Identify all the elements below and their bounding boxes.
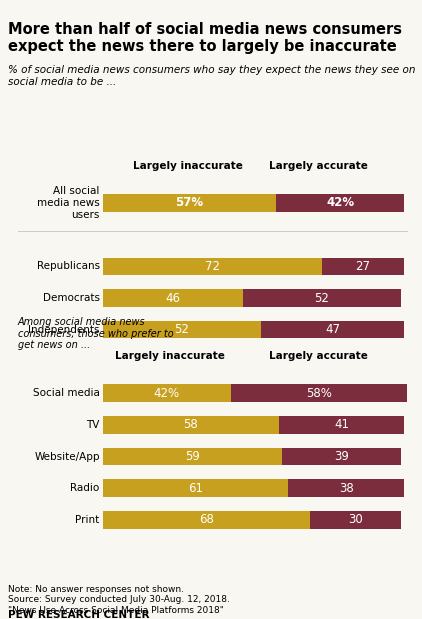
Text: 39: 39 bbox=[334, 450, 349, 463]
Bar bbox=[261, 321, 404, 339]
Text: 58: 58 bbox=[184, 418, 198, 431]
Bar bbox=[276, 194, 404, 212]
Text: 59: 59 bbox=[185, 450, 200, 463]
Bar bbox=[103, 480, 288, 497]
Text: 58%: 58% bbox=[306, 387, 332, 400]
Bar bbox=[103, 511, 310, 529]
Text: 38: 38 bbox=[339, 482, 354, 495]
Bar bbox=[103, 289, 243, 307]
Text: Among social media news
consumers, those who prefer to
get news on ...: Among social media news consumers, those… bbox=[17, 317, 173, 350]
Bar bbox=[103, 448, 282, 465]
Bar bbox=[103, 258, 322, 275]
Text: 27: 27 bbox=[355, 260, 371, 273]
Text: 42%: 42% bbox=[154, 387, 180, 400]
Text: 61: 61 bbox=[188, 482, 203, 495]
Text: 46: 46 bbox=[165, 292, 180, 305]
Text: Largely accurate: Largely accurate bbox=[269, 352, 368, 361]
Text: 52: 52 bbox=[174, 323, 189, 336]
Text: Note: No answer responses not shown.
Source: Survey conducted July 30-Aug. 12, 2: Note: No answer responses not shown. Sou… bbox=[8, 585, 230, 615]
Text: 30: 30 bbox=[348, 513, 362, 526]
Bar bbox=[322, 258, 404, 275]
Text: 72: 72 bbox=[205, 260, 220, 273]
Bar bbox=[282, 448, 401, 465]
Bar bbox=[230, 384, 407, 402]
Text: 42%: 42% bbox=[326, 196, 354, 209]
Text: 57%: 57% bbox=[176, 196, 203, 209]
Text: Largely inaccurate: Largely inaccurate bbox=[115, 352, 225, 361]
Text: 68: 68 bbox=[199, 513, 214, 526]
Bar bbox=[288, 480, 404, 497]
Text: All social
media news
users: All social media news users bbox=[37, 186, 100, 220]
Text: Website/App: Website/App bbox=[34, 451, 100, 462]
Text: Print: Print bbox=[76, 515, 100, 525]
Bar bbox=[103, 321, 261, 339]
Text: Democrats: Democrats bbox=[43, 293, 100, 303]
Text: Largely accurate: Largely accurate bbox=[269, 161, 368, 171]
Text: TV: TV bbox=[86, 420, 100, 430]
Bar bbox=[310, 511, 401, 529]
Text: % of social media news consumers who say they expect the news they see on
social: % of social media news consumers who say… bbox=[8, 65, 416, 87]
Text: 47: 47 bbox=[325, 323, 340, 336]
Text: Republicans: Republicans bbox=[37, 261, 100, 271]
Text: Largely inaccurate: Largely inaccurate bbox=[133, 161, 243, 171]
Bar bbox=[243, 289, 401, 307]
Bar bbox=[103, 384, 230, 402]
Text: More than half of social media news consumers
expect the news there to largely b: More than half of social media news cons… bbox=[8, 22, 403, 54]
Text: 41: 41 bbox=[334, 418, 349, 431]
Text: PEW RESEARCH CENTER: PEW RESEARCH CENTER bbox=[8, 610, 150, 619]
Text: Social media: Social media bbox=[33, 388, 100, 398]
Bar bbox=[279, 416, 404, 433]
Bar bbox=[103, 416, 279, 433]
Text: Independents: Independents bbox=[28, 325, 100, 335]
Text: 52: 52 bbox=[314, 292, 329, 305]
Bar bbox=[103, 194, 276, 212]
Text: Radio: Radio bbox=[70, 483, 100, 493]
